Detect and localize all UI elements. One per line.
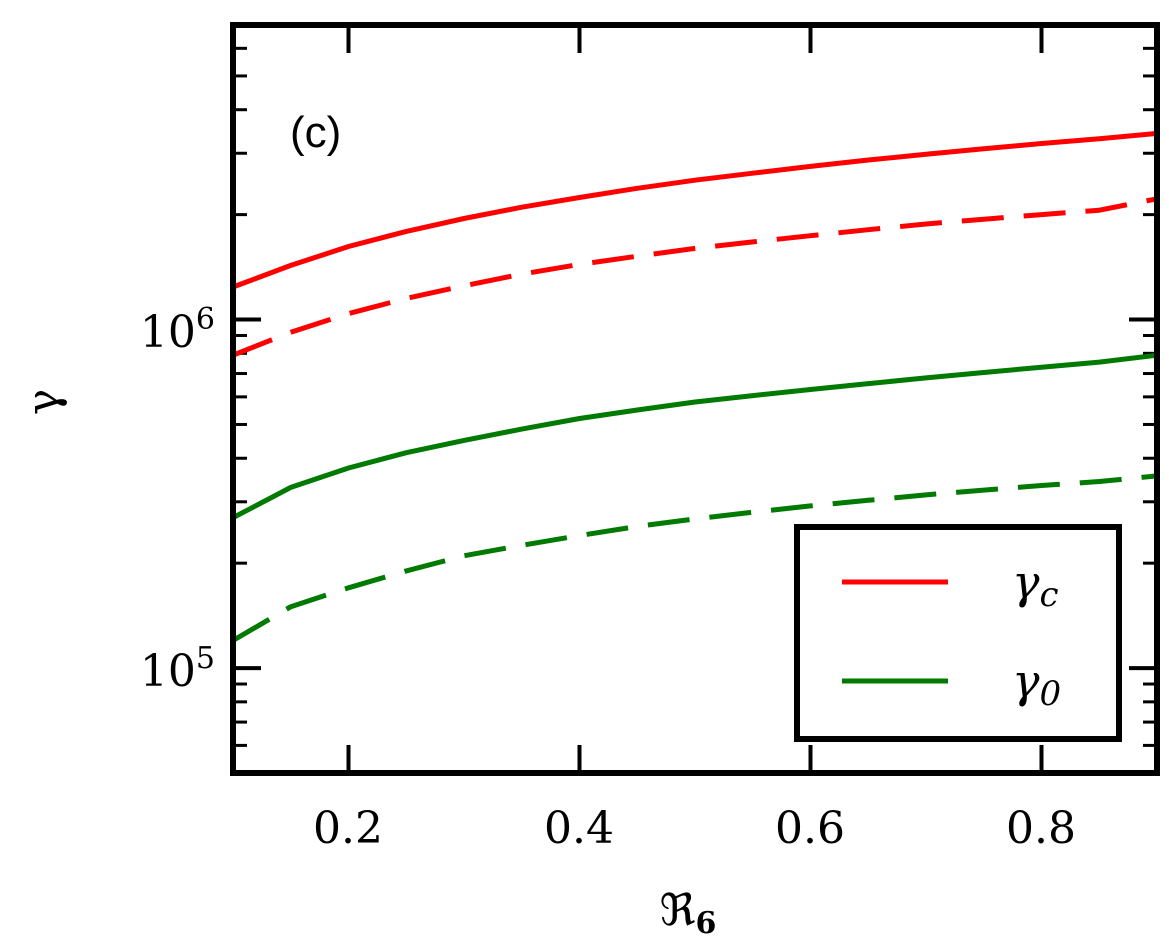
panel-label: (c) <box>290 108 341 157</box>
major-y-ticks <box>233 317 1157 671</box>
x-ticks <box>346 25 1044 773</box>
legend-label-gamma-c: γc <box>1012 555 1059 615</box>
y-tick-label-1e5: 105 <box>140 641 215 697</box>
series-line-1 <box>232 196 1158 358</box>
legend-label-gamma-0: γ0 <box>1012 654 1061 714</box>
x-axis-title: ℜ6 <box>660 885 717 941</box>
x-axis-title-main: ℜ <box>660 885 696 936</box>
x-tick-label-0.6: 0.6 <box>775 803 845 854</box>
series-line-0 <box>232 130 1158 290</box>
series-group <box>231 130 1158 643</box>
series-line-2 <box>231 352 1158 520</box>
legend-box <box>794 524 1122 742</box>
x-tick-label-0.2: 0.2 <box>313 803 383 854</box>
x-tick-label-0.8: 0.8 <box>1006 803 1076 854</box>
x-axis-title-subscript: 6 <box>695 906 716 941</box>
legend: γc γ0 <box>794 524 1122 742</box>
x-tick-label-0.4: 0.4 <box>544 803 614 854</box>
y-tick-label-1e6: 106 <box>140 302 215 358</box>
y-axis-title: γ <box>18 389 69 415</box>
plot-frame <box>230 22 1160 776</box>
